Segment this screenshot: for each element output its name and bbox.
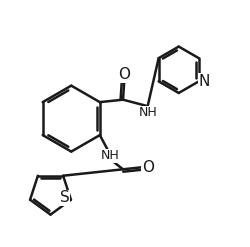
- Text: O: O: [118, 67, 130, 82]
- Text: N: N: [198, 74, 210, 89]
- Text: S: S: [60, 190, 70, 205]
- Text: NH: NH: [139, 106, 158, 119]
- Text: NH: NH: [101, 149, 120, 162]
- Text: O: O: [142, 160, 154, 175]
